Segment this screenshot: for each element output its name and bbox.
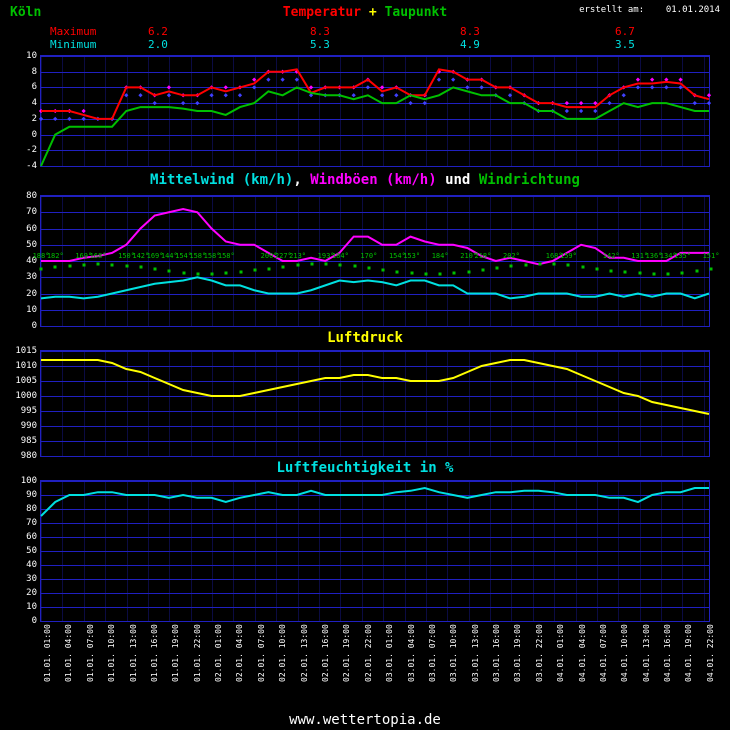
humidity-chart: 0102030405060708090100 [40, 480, 710, 622]
wind-title: Mittelwind (km/h), Windböen (km/h) und W… [0, 172, 730, 188]
wind-chart: 01020304050607080188°182°169°168°150°142… [40, 195, 710, 327]
pressure-title: Luftdruck [0, 330, 730, 346]
min-row: Minimum 2.0 5.3 4.9 3.5 [0, 38, 730, 51]
pressure-chart: 9809859909951000100510101015 [40, 350, 710, 457]
humidity-title: Luftfeuchtigkeit in % [0, 460, 730, 476]
footer: www.wettertopia.de [0, 712, 730, 728]
created-block: erstellt am: 01.01.2014 [579, 5, 720, 15]
chart-header: Köln Temperatur + Taupunkt erstellt am: … [0, 5, 730, 20]
title-block: Temperatur + Taupunkt [283, 5, 447, 20]
x-axis-labels: 01.01. 01:0001.01. 04:0001.01. 07:0001.0… [40, 622, 710, 682]
location: Köln [10, 5, 41, 20]
max-row: Maximum 6.2 8.3 8.3 6.7 [0, 25, 730, 38]
temperature-chart: -4-20246810 [40, 55, 710, 167]
